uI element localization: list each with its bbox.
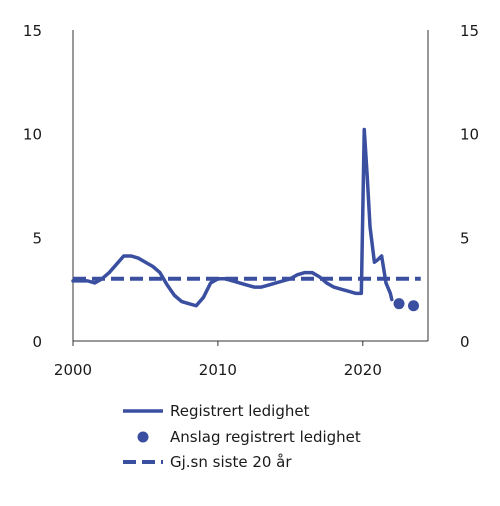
series-registered-unemployment-line — [71, 127, 394, 308]
y-tick-label-left: 10 — [23, 126, 42, 144]
y-tick-label-right: 5 — [460, 229, 470, 247]
tick-labels: 0 0 5 5 10 10 15 15 2000 2010 2020 — [23, 22, 479, 379]
axes — [72, 30, 429, 342]
forecast-point — [408, 300, 420, 312]
y-tick-label-left: 0 — [32, 333, 42, 351]
legend-swatch-point — [137, 431, 149, 443]
y-tick-label-right: 10 — [460, 126, 479, 144]
y-tick-label-right: 15 — [460, 22, 479, 40]
y-tick-label-left: 15 — [23, 22, 42, 40]
legend-label-average: Gj.sn siste 20 år — [170, 453, 292, 471]
series-layer — [71, 127, 421, 312]
y-tick-label-right: 0 — [460, 333, 470, 351]
x-tick-label: 2020 — [344, 361, 382, 379]
forecast-point — [393, 298, 405, 310]
x-tick-label: 2010 — [199, 361, 237, 379]
x-tick-label: 2000 — [54, 361, 92, 379]
y-tick-label-left: 5 — [32, 229, 42, 247]
legend-label-forecast: Anslag registrert ledighet — [170, 428, 361, 446]
legend: Registrert ledighet Anslag registrert led… — [123, 402, 361, 471]
legend-label-registered: Registrert ledighet — [170, 402, 310, 420]
